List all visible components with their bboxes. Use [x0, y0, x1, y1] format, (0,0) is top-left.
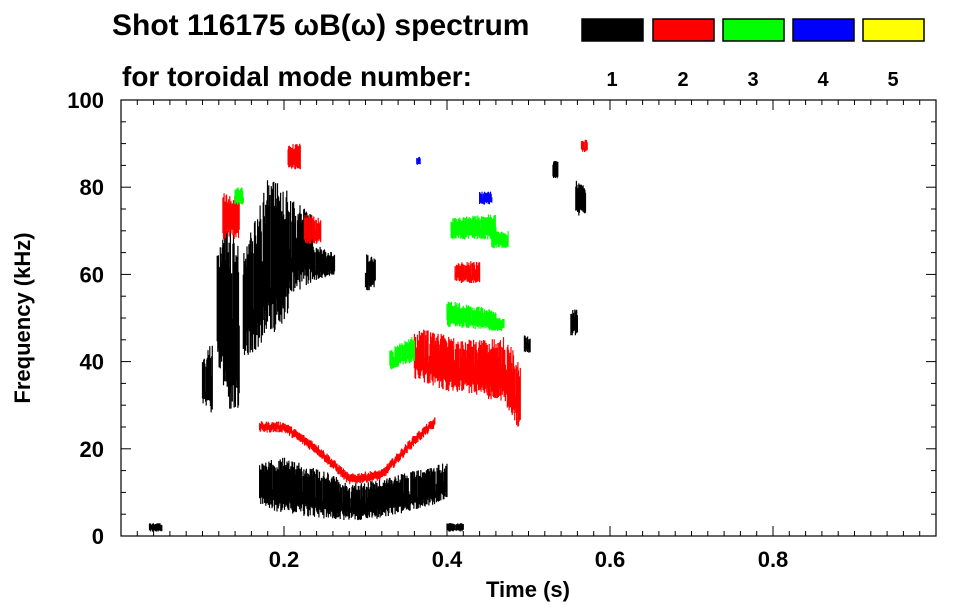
series-mode-1-region — [552, 161, 559, 179]
y-tick-label: 40 — [80, 350, 104, 375]
legend-entry-mode-5: 5 — [862, 18, 925, 91]
series-mode-2-region — [413, 329, 521, 427]
legend-label: 5 — [887, 69, 898, 91]
y-tick-label: 80 — [80, 175, 104, 200]
legend-entry-mode-1: 1 — [581, 18, 644, 91]
series-mode-4 — [416, 156, 493, 205]
legend-label: 1 — [606, 69, 617, 91]
series-mode-1-region — [148, 523, 163, 532]
legend-swatch — [722, 18, 785, 42]
series-mode-1-region — [201, 345, 213, 413]
y-axis-title: Frequency (kHz) — [10, 232, 35, 403]
series-mode-1-region — [523, 335, 531, 353]
series-mode-3-region — [450, 214, 497, 240]
data-layer — [148, 139, 588, 532]
legend-label: 3 — [747, 69, 758, 91]
legend-swatch — [652, 18, 715, 42]
series-mode-4-region — [479, 191, 493, 205]
series-mode-1-region — [216, 227, 240, 409]
legend-swatch — [792, 18, 855, 42]
series-mode-2-region — [303, 214, 322, 244]
y-tick-label: 20 — [80, 437, 104, 462]
series-mode-3 — [234, 187, 509, 370]
x-tick-label: 0.4 — [432, 547, 463, 572]
series-mode-3-region — [389, 337, 415, 370]
legend-entry-mode-3: 3 — [722, 18, 785, 91]
series-mode-2-region — [222, 193, 240, 240]
series-mode-1-region — [259, 457, 448, 521]
x-axis-title: Time (s) — [486, 577, 570, 602]
legend-label: 4 — [817, 69, 829, 91]
series-mode-3-region — [234, 187, 244, 205]
x-tick-label: 0.8 — [758, 547, 789, 572]
y-tick-label: 0 — [92, 524, 104, 549]
legend-label: 2 — [677, 69, 688, 91]
x-tick-label: 0.6 — [595, 547, 626, 572]
series-mode-2 — [222, 139, 588, 485]
series-mode-4-region — [416, 156, 421, 165]
x-tick-label: 0.2 — [269, 547, 300, 572]
y-tick-label: 100 — [67, 88, 104, 113]
chart-title: Shot 116175 ωB(ω) spectrum — [112, 9, 529, 42]
series-mode-1 — [148, 161, 587, 532]
series-mode-1-region — [242, 180, 289, 355]
series-mode-2-region — [259, 417, 436, 485]
chart-subtitle: for toroidal mode number: — [122, 61, 472, 92]
series-mode-1-region — [364, 254, 376, 291]
series-mode-2-region — [287, 143, 301, 170]
series-mode-2-region — [580, 139, 588, 152]
series-mode-1-region — [575, 180, 587, 216]
series-mode-3-region — [446, 301, 497, 331]
legend-swatch — [862, 18, 925, 42]
legend-swatch — [581, 18, 644, 42]
legend: 1 2 3 4 5 — [581, 18, 925, 91]
series-mode-1-region — [287, 201, 314, 294]
series-mode-3-region — [491, 318, 505, 332]
legend-entry-mode-2: 2 — [652, 18, 715, 91]
series-mode-1-region — [570, 309, 578, 336]
series-mode-1-region — [311, 246, 336, 280]
series-mode-2-region — [454, 261, 481, 283]
axis-ticks: 0.2 0.4 0.6 0.8 0 20 40 60 80 100 — [67, 88, 936, 572]
series-mode-1-region — [446, 523, 464, 532]
series-mode-3-region — [491, 231, 509, 249]
y-tick-label: 60 — [80, 262, 104, 287]
legend-entry-mode-4: 4 — [792, 18, 855, 91]
